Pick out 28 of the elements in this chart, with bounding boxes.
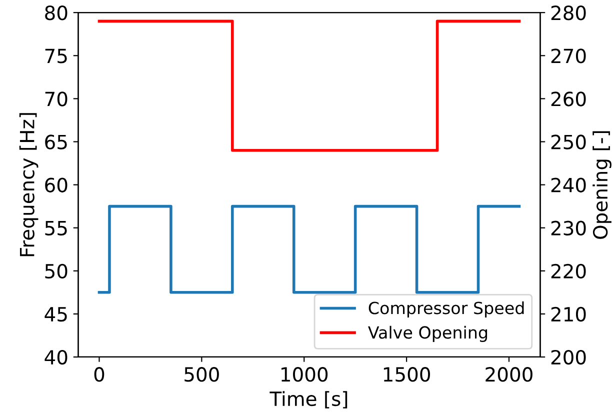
- y-tick-label: 40: [44, 350, 68, 365]
- legend-label: Valve Opening: [368, 326, 488, 342]
- y-tick-label: 50: [45, 264, 68, 279]
- y2-tick-label: 200: [551, 350, 586, 365]
- y2-tick-label: 210: [551, 306, 586, 322]
- y2-tick-label: 260: [551, 92, 586, 106]
- legend-label: Compressor Speed: [368, 301, 524, 318]
- y2-tick-label: 280: [551, 6, 586, 20]
- y-tick-label: 80: [45, 6, 68, 20]
- y2-tick-label: 270: [551, 48, 586, 64]
- y2-tick-label: 240: [551, 178, 586, 192]
- y2-tick-label: 250: [551, 134, 586, 150]
- y-tick-label: 70: [45, 92, 68, 106]
- x-tick-label: 0: [94, 367, 104, 382]
- x-tick-label: 1500: [384, 367, 430, 382]
- y-tick-label: 45: [44, 307, 67, 322]
- y2-axis-title: Opening [-]: [592, 131, 612, 239]
- y2-tick-label: 230: [551, 220, 586, 236]
- x-axis-title: Time [s]: [270, 391, 348, 408]
- x-tick-label: 2000: [486, 367, 532, 382]
- y-tick-label: 75: [45, 48, 67, 64]
- y-tick-label: 55: [45, 221, 67, 236]
- y-tick-label: 65: [45, 134, 67, 150]
- y2-tick-label: 220: [551, 264, 586, 279]
- x-tick-label: 1000: [282, 367, 328, 382]
- y-axis-title: Frequency [Hz]: [19, 113, 38, 256]
- y-tick-label: 60: [45, 178, 68, 192]
- x-tick-label: 500: [184, 367, 219, 382]
